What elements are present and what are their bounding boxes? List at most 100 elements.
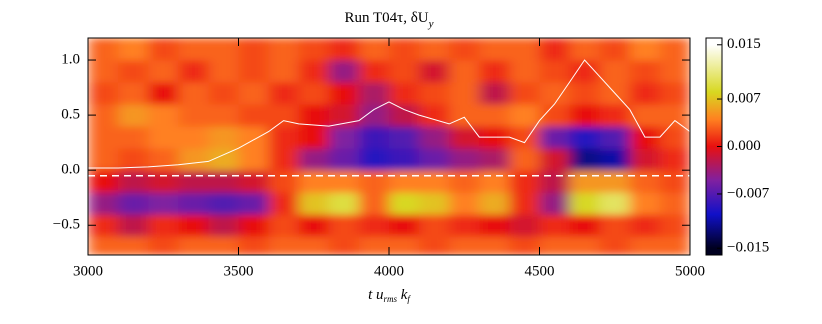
heat-cell — [118, 104, 149, 127]
heat-cell — [569, 192, 601, 215]
heat-cell — [298, 60, 330, 83]
heat-cell — [449, 104, 480, 127]
heat-cell — [419, 126, 450, 149]
heat-cell — [629, 148, 661, 171]
heat-cell — [178, 104, 209, 127]
heat-cell — [148, 60, 179, 83]
heat-cell — [479, 214, 510, 237]
heatmap — [88, 38, 690, 255]
heat-cell — [389, 60, 420, 83]
y-tick-label: 0.0 — [61, 162, 80, 178]
heat-cell — [238, 126, 270, 149]
heat-cell — [539, 104, 571, 127]
heat-cell — [148, 192, 179, 215]
heat-cell — [358, 148, 390, 171]
heat-cell — [569, 38, 601, 61]
heat-cell — [298, 148, 330, 171]
heat-cell — [358, 38, 390, 61]
heat-cell — [659, 148, 690, 171]
heat-cell — [358, 214, 390, 237]
heat-cell — [569, 236, 601, 255]
heat-cell — [599, 170, 631, 193]
heat-cell — [238, 192, 270, 215]
heat-cell — [449, 236, 480, 255]
heat-cell — [629, 192, 661, 215]
heat-cell — [148, 82, 179, 105]
heat-cell — [629, 60, 661, 83]
heat-cell — [358, 60, 390, 83]
heat-cell — [298, 104, 330, 127]
heat-cell — [178, 38, 209, 61]
heat-cell — [569, 82, 601, 105]
heat-cell — [419, 148, 450, 171]
heat-cell — [539, 82, 571, 105]
heat-cell — [88, 60, 119, 83]
chart-title: Run T04τ, δUy — [345, 10, 434, 29]
heat-cell — [509, 38, 540, 61]
heat-cell — [178, 82, 209, 105]
heat-cell — [599, 38, 631, 61]
heat-cell — [268, 170, 300, 193]
heat-cell — [208, 126, 239, 149]
heat-cell — [569, 170, 601, 193]
y-tick-label: 1.0 — [61, 51, 80, 67]
heat-cell — [449, 82, 480, 105]
heat-cell — [178, 126, 209, 149]
heat-cell — [419, 236, 450, 255]
heat-cell — [148, 104, 179, 127]
heat-cell — [148, 148, 179, 171]
heat-cell — [389, 214, 420, 237]
y-tick-label: 0.5 — [61, 107, 80, 123]
heat-cell — [509, 82, 540, 105]
heat-cell — [389, 38, 420, 61]
heat-cell — [238, 148, 270, 171]
heat-cell — [178, 170, 209, 193]
heat-cell — [118, 170, 149, 193]
heat-cell — [449, 192, 480, 215]
heat-cell — [298, 214, 330, 237]
heat-cell — [148, 38, 179, 61]
heat-cell — [178, 148, 209, 171]
heat-cell — [629, 236, 661, 255]
heat-cell — [358, 192, 390, 215]
heat-cell — [479, 38, 510, 61]
x-axis-label: t urms kf — [368, 287, 411, 304]
heat-cell — [238, 104, 270, 127]
heat-cell — [88, 148, 119, 171]
heat-cell — [208, 192, 239, 215]
heat-cell — [328, 170, 360, 193]
heat-cell — [509, 214, 540, 237]
heat-cell — [599, 126, 631, 149]
heat-cell — [569, 60, 601, 83]
heat-cell — [358, 236, 390, 255]
heat-cell — [238, 38, 270, 61]
heat-cell — [238, 170, 270, 193]
heat-cell — [298, 236, 330, 255]
heat-cell — [268, 38, 300, 61]
heat-cell — [268, 104, 300, 127]
y-tick-label: −0.5 — [53, 217, 80, 233]
heat-cell — [449, 38, 480, 61]
heat-cell — [298, 170, 330, 193]
heat-cell — [118, 148, 149, 171]
heat-cell — [629, 104, 661, 127]
heat-cell — [148, 236, 179, 255]
heat-cell — [208, 214, 239, 237]
heat-cell — [88, 126, 119, 149]
heat-cell — [419, 192, 450, 215]
heat-cell — [208, 104, 239, 127]
heat-cell — [479, 170, 510, 193]
heat-cell — [118, 214, 149, 237]
heat-cell — [599, 60, 631, 83]
heat-cell — [599, 104, 631, 127]
heat-cell — [208, 60, 239, 83]
heat-cell — [238, 82, 270, 105]
heat-cell — [479, 148, 510, 171]
heat-cell — [88, 82, 119, 105]
heat-cell — [328, 104, 360, 127]
heat-cell — [659, 192, 690, 215]
heat-cell — [659, 60, 690, 83]
heat-cell — [419, 60, 450, 83]
colorbar-tick-label: 0.015 — [727, 36, 761, 52]
heat-cell — [539, 214, 571, 237]
